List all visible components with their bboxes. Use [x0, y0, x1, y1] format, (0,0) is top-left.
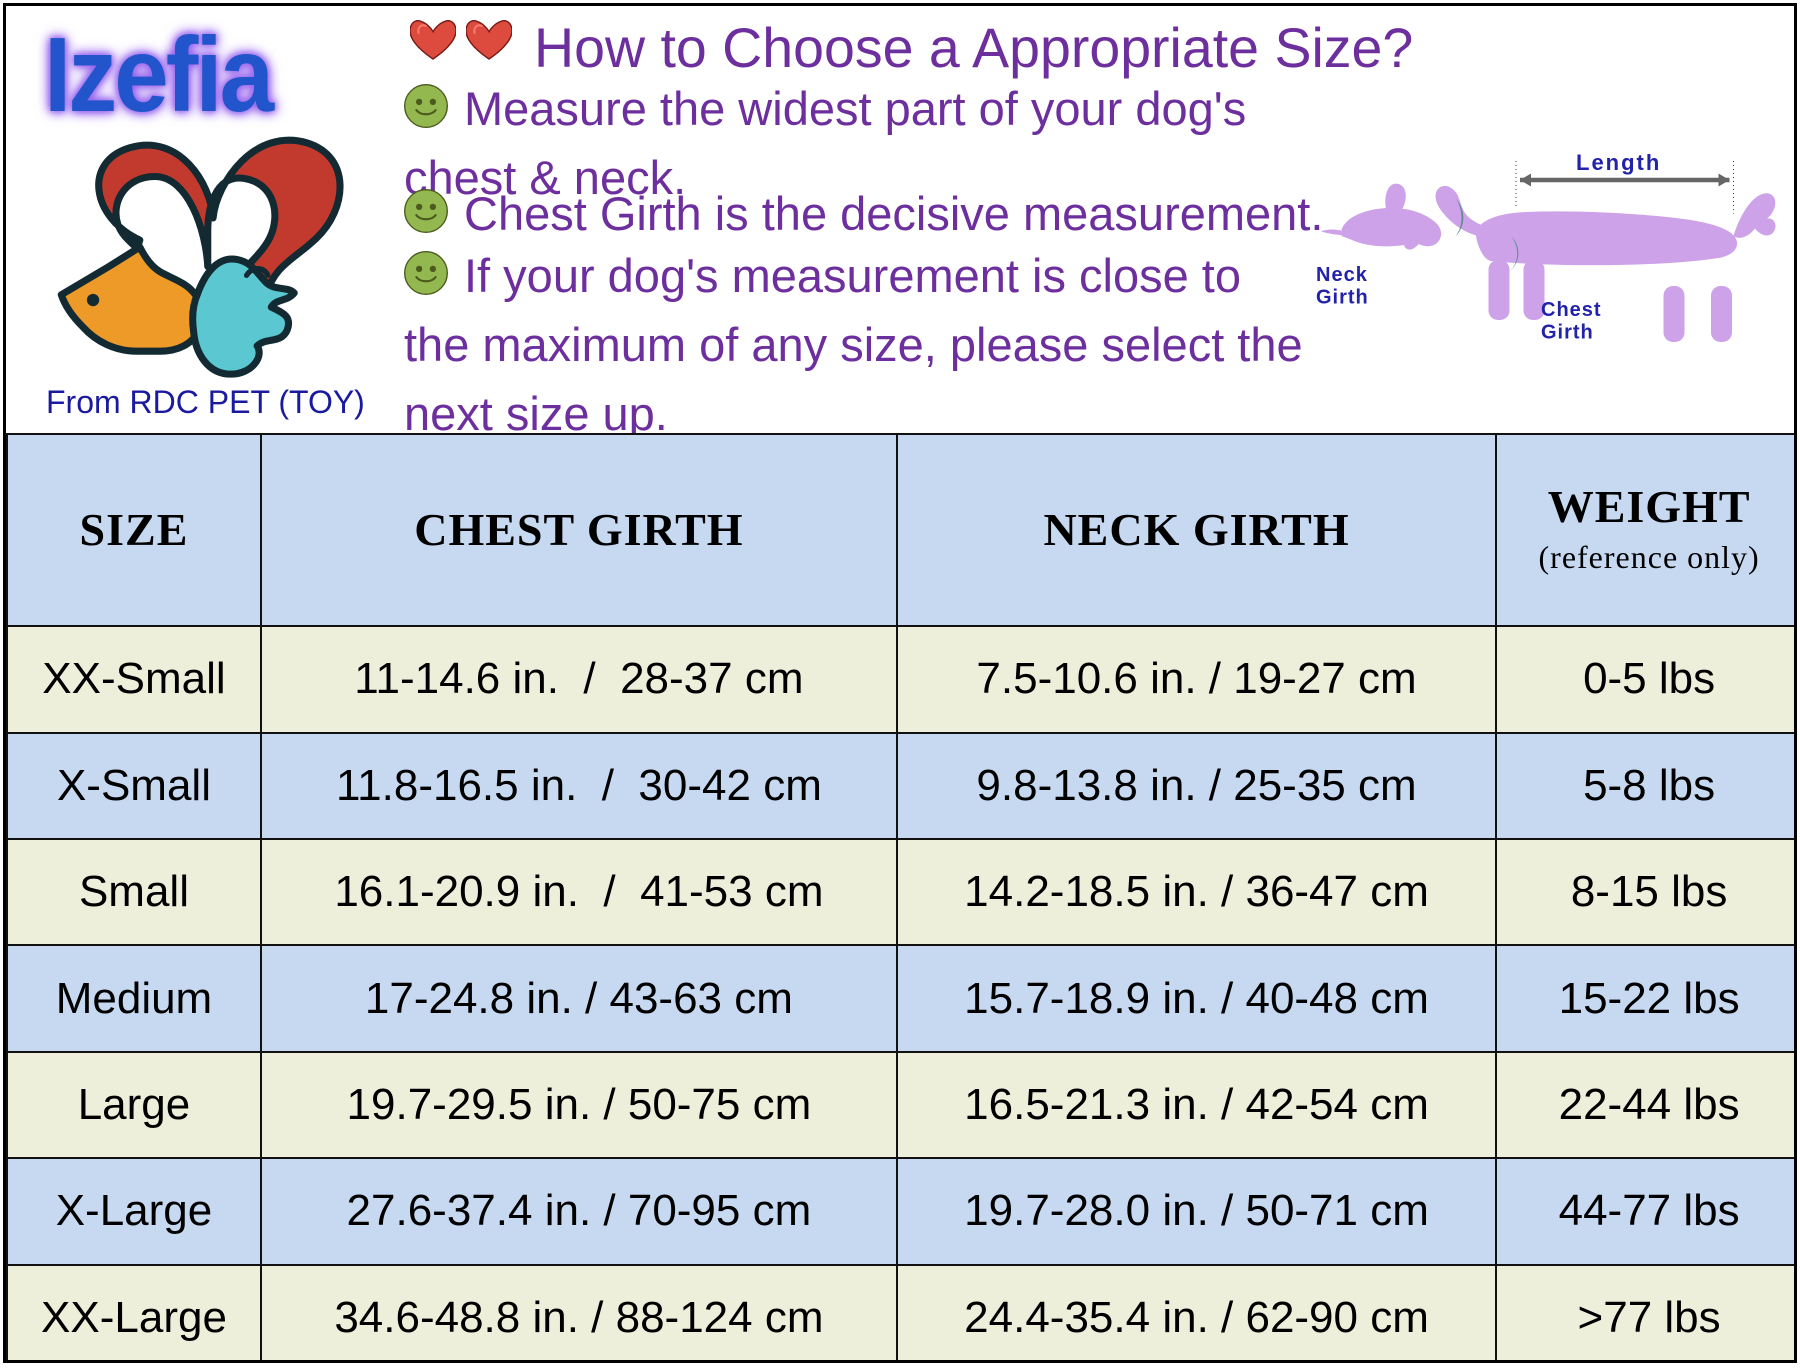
svg-text:Chest: Chest [1541, 299, 1602, 321]
svg-text:Girth: Girth [1316, 287, 1369, 309]
svg-text:Neck: Neck [1316, 264, 1368, 286]
svg-text:Length: Length [1576, 150, 1661, 175]
svg-text:Girth: Girth [1541, 322, 1594, 344]
